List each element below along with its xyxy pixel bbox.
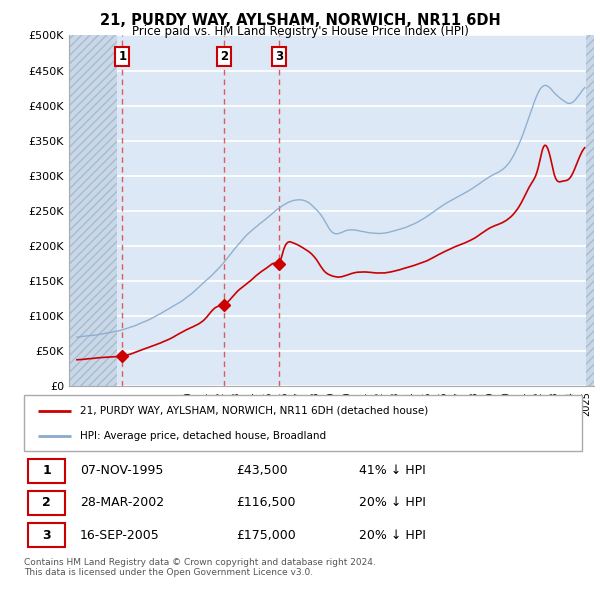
Text: 21, PURDY WAY, AYLSHAM, NORWICH, NR11 6DH: 21, PURDY WAY, AYLSHAM, NORWICH, NR11 6D…: [100, 13, 500, 28]
Text: HPI: Average price, detached house, Broadland: HPI: Average price, detached house, Broa…: [80, 431, 326, 441]
Text: 3: 3: [42, 529, 51, 542]
FancyBboxPatch shape: [28, 491, 65, 515]
Text: 41% ↓ HPI: 41% ↓ HPI: [359, 464, 425, 477]
Text: 1: 1: [118, 50, 127, 63]
Text: 2: 2: [220, 50, 228, 63]
Bar: [586, 35, 594, 386]
Text: 16-SEP-2005: 16-SEP-2005: [80, 529, 160, 542]
Bar: [69, 35, 117, 386]
Text: £175,000: £175,000: [236, 529, 296, 542]
FancyBboxPatch shape: [28, 523, 65, 548]
Text: Contains HM Land Registry data © Crown copyright and database right 2024.
This d: Contains HM Land Registry data © Crown c…: [24, 558, 376, 577]
Text: 3: 3: [275, 50, 283, 63]
Text: 07-NOV-1995: 07-NOV-1995: [80, 464, 163, 477]
Text: 20% ↓ HPI: 20% ↓ HPI: [359, 496, 425, 510]
Text: £43,500: £43,500: [236, 464, 287, 477]
FancyBboxPatch shape: [24, 395, 582, 451]
Text: £116,500: £116,500: [236, 496, 296, 510]
Text: 21, PURDY WAY, AYLSHAM, NORWICH, NR11 6DH (detached house): 21, PURDY WAY, AYLSHAM, NORWICH, NR11 6D…: [80, 406, 428, 416]
Text: 20% ↓ HPI: 20% ↓ HPI: [359, 529, 425, 542]
Text: 2: 2: [42, 496, 51, 510]
Text: 1: 1: [42, 464, 51, 477]
Text: Price paid vs. HM Land Registry's House Price Index (HPI): Price paid vs. HM Land Registry's House …: [131, 25, 469, 38]
Text: 28-MAR-2002: 28-MAR-2002: [80, 496, 164, 510]
FancyBboxPatch shape: [28, 458, 65, 483]
